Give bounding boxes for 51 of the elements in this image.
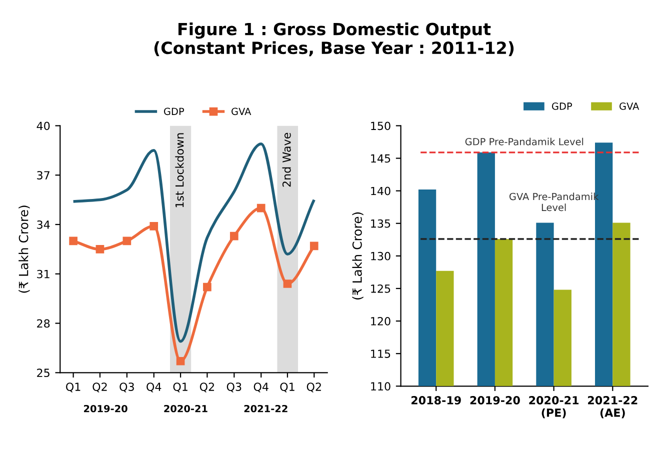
- x-tick-label: Q1: [280, 382, 294, 392]
- point: [203, 282, 212, 292]
- y-axis-title: (₹ Lakh Crore): [352, 212, 364, 300]
- y-tick-label: 37: [37, 171, 50, 180]
- x-tick-label: Q1: [66, 382, 80, 392]
- x-tick-label: Q1: [173, 382, 188, 392]
- x-tick-label: 2020-21 (PE): [529, 396, 579, 418]
- y-tick-label: 130: [371, 252, 390, 260]
- point: [176, 356, 185, 366]
- x-tick-label: 2021-22 (AE): [588, 396, 638, 418]
- point: [69, 236, 78, 246]
- y-tick-label: 31: [37, 270, 50, 278]
- y-tick-label: 135: [371, 219, 390, 228]
- point: [122, 236, 132, 246]
- point: [150, 222, 158, 230]
- y-tick-label: 120: [371, 317, 390, 326]
- legend-label: GVA: [620, 102, 640, 110]
- point: [256, 204, 266, 212]
- point: [310, 242, 318, 250]
- band-label: 1st Lockdown: [175, 133, 184, 208]
- x-tick-label: 2018-19: [411, 396, 461, 404]
- y-tick-label: 115: [371, 350, 390, 358]
- x-tick-label: Q2: [306, 382, 321, 392]
- y-tick-label: 110: [371, 382, 390, 391]
- point: [96, 245, 104, 254]
- y-axis-title: (₹ Lakh Crore): [18, 206, 30, 293]
- x-tick-label: Q2: [92, 382, 107, 392]
- y-tick-label: 150: [371, 122, 390, 130]
- y-tick-label: 40: [36, 122, 50, 130]
- y-tick-label: 125: [371, 284, 390, 293]
- x-tick-label: Q3: [120, 382, 134, 392]
- point: [283, 280, 292, 288]
- chart-title: Figure 1 : Gross Domestic Output (Constant Prices, Base Year : 2011-12): [154, 22, 514, 56]
- x-tick-label: 2019-20: [470, 396, 520, 404]
- x-tick-label: Q2: [200, 382, 214, 392]
- y-tick-label: 25: [37, 368, 50, 378]
- y-tick-label: 34: [37, 220, 50, 229]
- ref-line-label: GDP Pre-Pandamik Level: [465, 138, 584, 146]
- legend-label: GVA: [232, 108, 252, 116]
- y-tick-label: 140: [371, 186, 390, 196]
- text: 2021-22: [244, 404, 288, 412]
- x-tick-label: Q3: [226, 382, 242, 392]
- y-tick-label: 145: [371, 154, 390, 163]
- text: 2020-21: [164, 404, 208, 412]
- point: [230, 232, 238, 240]
- x-tick-label: Q4: [254, 382, 268, 392]
- x-tick-label: Q4: [146, 382, 162, 392]
- legend-label: GDP: [164, 108, 184, 116]
- y-tick-label: 28: [37, 319, 50, 328]
- legend-label: GDP: [552, 102, 572, 110]
- band-label: 2nd Wave: [282, 132, 291, 187]
